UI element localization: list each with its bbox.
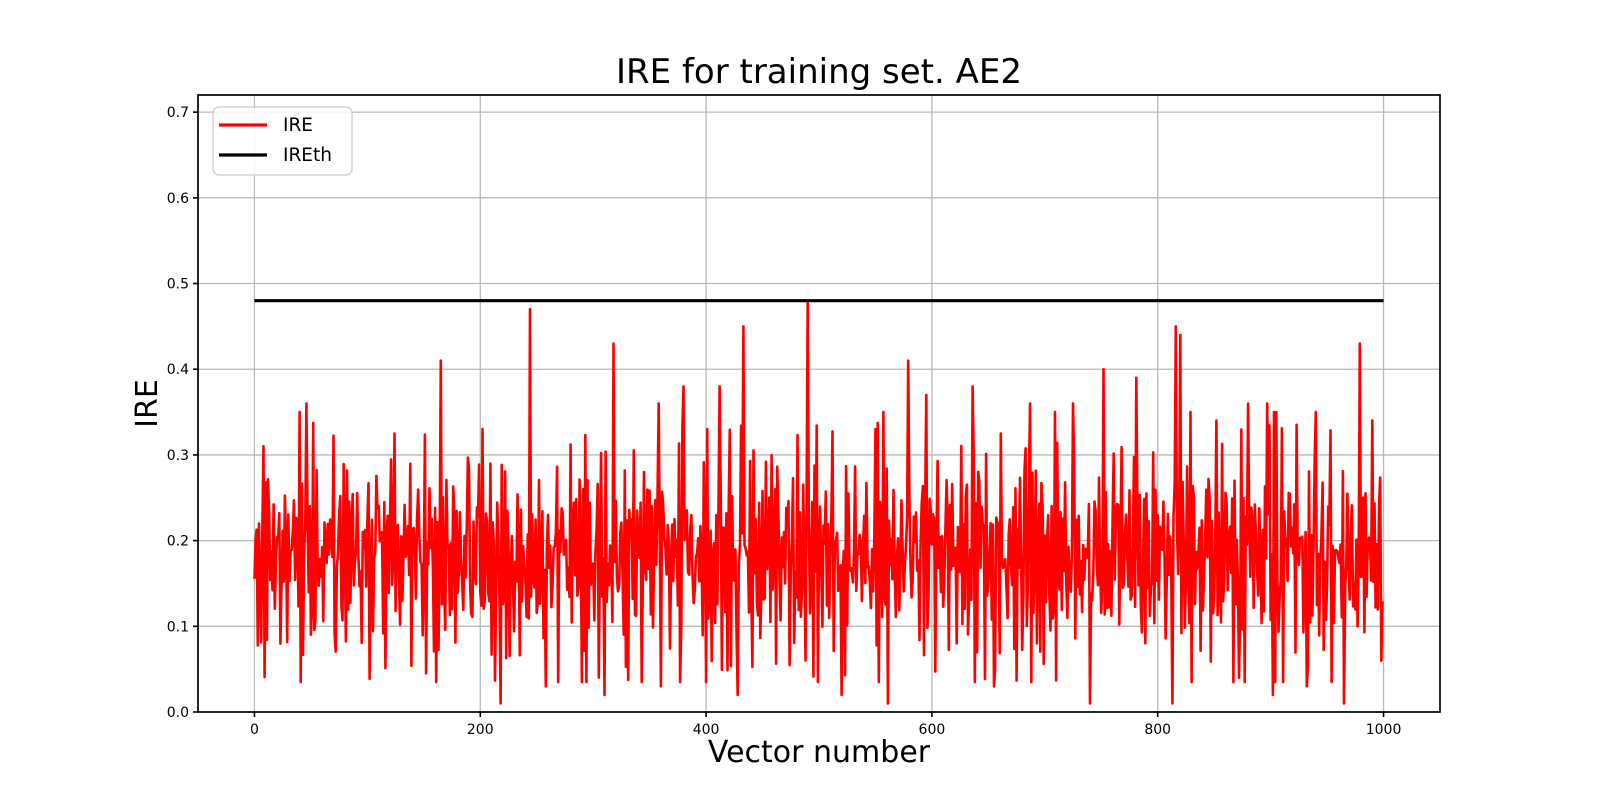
grid-layer bbox=[198, 95, 1440, 713]
y-tick-label-4: 0.4 bbox=[167, 362, 189, 378]
x-axis-label: Vector number bbox=[708, 735, 931, 770]
plot-border bbox=[197, 94, 1441, 713]
x-tick-label-4: 800 bbox=[1144, 722, 1171, 738]
y-tick-label-3: 0.3 bbox=[167, 448, 189, 464]
y-tick-label-7: 0.7 bbox=[167, 105, 189, 121]
y-tick-label-5: 0.5 bbox=[167, 277, 189, 293]
legend-ire-label: IRE bbox=[283, 115, 313, 136]
y-tick-label-0: 0.0 bbox=[167, 705, 189, 721]
x-tick-label-2: 400 bbox=[693, 722, 720, 738]
y-tick-label-2: 0.2 bbox=[167, 534, 189, 550]
legend-ireth-label: IREth bbox=[283, 145, 332, 166]
chart-title: IRE for training set. AE2 bbox=[616, 52, 1022, 92]
y-axis-label: IRE bbox=[130, 379, 165, 428]
y-tick-label-1: 0.1 bbox=[167, 619, 189, 635]
x-tick-label-3: 600 bbox=[919, 722, 946, 738]
x-tick-label-1: 200 bbox=[467, 722, 494, 738]
y-tick-label-6: 0.6 bbox=[167, 191, 189, 207]
x-tick-label-0: 0 bbox=[250, 722, 259, 738]
x-tick-label-5: 1000 bbox=[1366, 722, 1402, 738]
legend: IRE IREth bbox=[212, 106, 353, 176]
ire-series-line bbox=[253, 299, 1384, 705]
tick-layer: 0 200 400 600 800 1000 0.0 0.1 0.2 0.3 0.4 0.5 0.6 0.… bbox=[167, 105, 1402, 738]
